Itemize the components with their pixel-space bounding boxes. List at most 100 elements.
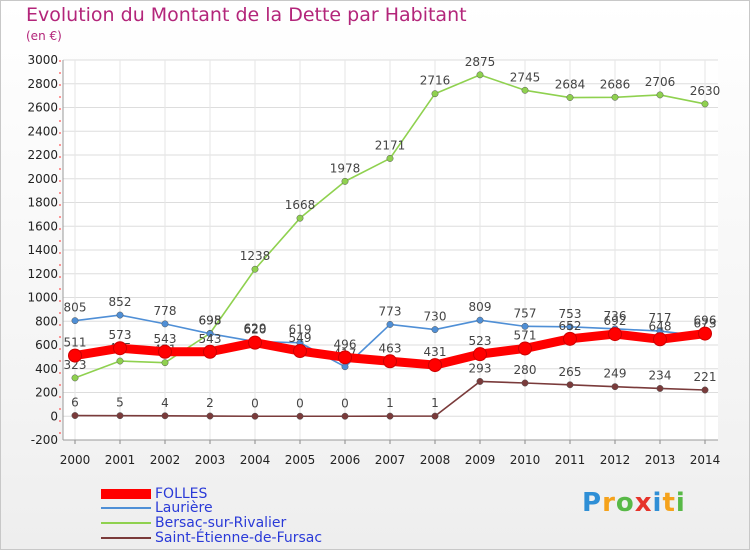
- y-tick-label: 2800: [27, 77, 58, 91]
- data-point-folles: [608, 327, 622, 342]
- data-label-folles: 511: [64, 336, 87, 350]
- chart-title: Evolution du Montant de la Dette par Hab…: [26, 4, 467, 26]
- data-label-folles: 496: [334, 337, 357, 351]
- x-tick-label: 2000: [60, 453, 91, 467]
- data-label-lauriere: 730: [424, 310, 447, 324]
- data-label-saint-etienne-de-fursac: 293: [469, 361, 492, 375]
- data-label-folles: 463: [379, 341, 402, 355]
- data-label-bersac-sur-rivalier: 2171: [375, 138, 406, 152]
- x-tick-label: 2010: [510, 453, 541, 467]
- data-label-saint-etienne-de-fursac: 234: [649, 368, 672, 382]
- logo-letter: r: [602, 488, 616, 518]
- data-point-saint-etienne-de-fursac: [701, 386, 709, 394]
- data-point-folles: [518, 341, 532, 356]
- y-tick-label: 2400: [27, 124, 58, 138]
- y-tick-label: 200: [35, 386, 58, 400]
- data-point-saint-etienne-de-fursac: [161, 412, 169, 420]
- proxiti-logo: Proxiti: [582, 488, 686, 518]
- data-label-bersac-sur-rivalier: 2684: [555, 78, 586, 92]
- data-point-lauriere: [386, 321, 394, 328]
- data-label-saint-etienne-de-fursac: 6: [71, 396, 79, 410]
- data-label-lauriere: 695: [199, 314, 222, 328]
- logo-letter: o: [615, 488, 635, 518]
- legend-swatch-bersac: [101, 522, 151, 524]
- data-label-saint-etienne-de-fursac: 0: [341, 396, 349, 410]
- data-point-folles: [158, 344, 172, 359]
- data-point-saint-etienne-de-fursac: [206, 412, 214, 420]
- x-tick-label: 2008: [420, 453, 451, 467]
- y-tick-label: 2000: [27, 172, 58, 186]
- data-label-folles: 648: [649, 319, 672, 333]
- data-label-lauriere: 778: [154, 304, 177, 318]
- data-label-folles: 652: [559, 319, 582, 333]
- data-label-lauriere: 673: [694, 316, 717, 330]
- data-label-folles: 573: [109, 328, 132, 342]
- data-point-bersac-sur-rivalier: [251, 265, 259, 273]
- x-tick-label: 2012: [600, 453, 631, 467]
- data-label-bersac-sur-rivalier: 2630: [690, 84, 721, 98]
- data-point-lauriere: [521, 322, 529, 330]
- data-label-saint-etienne-de-fursac: 249: [604, 367, 627, 381]
- data-point-saint-etienne-de-fursac: [521, 379, 529, 387]
- data-label-lauriere: 809: [469, 300, 492, 314]
- data-label-bersac-sur-rivalier: 323: [64, 358, 87, 372]
- data-point-bersac-sur-rivalier: [476, 71, 484, 79]
- data-point-folles: [293, 344, 307, 359]
- data-point-folles: [338, 350, 352, 365]
- y-tick-label: 1400: [27, 243, 58, 257]
- data-label-folles: 543: [154, 332, 177, 346]
- data-point-saint-etienne-de-fursac: [476, 378, 484, 385]
- x-tick-label: 2011: [555, 453, 586, 467]
- data-point-bersac-sur-rivalier: [161, 359, 169, 367]
- x-tick-label: 2003: [195, 453, 226, 467]
- data-label-folles: 543: [199, 332, 222, 346]
- y-tick-label: 2200: [27, 148, 58, 162]
- data-point-folles: [473, 347, 487, 362]
- data-point-bersac-sur-rivalier: [296, 214, 304, 222]
- data-label-folles: 571: [514, 328, 537, 342]
- data-label-saint-etienne-de-fursac: 0: [296, 396, 304, 410]
- logo-letter: i: [652, 488, 663, 518]
- data-point-bersac-sur-rivalier: [341, 177, 349, 185]
- y-tick-label: 2600: [27, 101, 58, 115]
- data-label-folles: 431: [424, 345, 447, 359]
- y-tick-label: 600: [35, 338, 58, 352]
- data-point-saint-etienne-de-fursac: [431, 412, 439, 420]
- data-point-lauriere: [206, 330, 214, 338]
- data-label-lauriere: 619: [289, 323, 312, 337]
- data-point-saint-etienne-de-fursac: [656, 385, 664, 392]
- data-label-saint-etienne-de-fursac: 4: [161, 396, 169, 410]
- data-point-lauriere: [476, 316, 484, 324]
- y-tick-label: 1800: [27, 196, 58, 210]
- data-label-bersac-sur-rivalier: 2745: [510, 70, 541, 84]
- data-point-folles: [428, 358, 442, 373]
- data-point-bersac-sur-rivalier: [71, 374, 79, 382]
- data-point-folles: [653, 332, 667, 347]
- data-point-bersac-sur-rivalier: [116, 357, 124, 365]
- data-label-folles: 692: [604, 314, 627, 328]
- y-tick-label: 0: [50, 409, 58, 423]
- data-label-lauriere: 805: [64, 301, 87, 315]
- data-point-folles: [698, 326, 712, 341]
- logo-letter: P: [582, 488, 603, 518]
- legend-label-saint-etienne: Saint-Étienne-de-Fursac: [155, 530, 323, 546]
- y-tick-label: -200: [31, 433, 58, 447]
- legend-label-folles: FOLLES: [155, 486, 208, 502]
- data-point-bersac-sur-rivalier: [701, 100, 709, 108]
- data-label-lauriere: 773: [379, 304, 402, 318]
- logo-letter: i: [675, 488, 686, 518]
- data-point-folles: [563, 331, 577, 346]
- x-tick-label: 2002: [150, 453, 181, 467]
- data-label-bersac-sur-rivalier: 2875: [465, 55, 496, 69]
- data-label-bersac-sur-rivalier: 2706: [645, 75, 676, 89]
- x-tick-label: 2014: [690, 453, 721, 467]
- data-label-saint-etienne-de-fursac: 1: [386, 396, 394, 410]
- data-label-folles: 549: [289, 331, 312, 345]
- data-label-saint-etienne-de-fursac: 2: [206, 396, 214, 410]
- data-point-lauriere: [71, 317, 79, 325]
- x-tick-label: 2001: [105, 453, 136, 467]
- x-tick-label: 2013: [645, 453, 676, 467]
- data-label-lauriere: 753: [559, 307, 582, 321]
- data-label-lauriere: 629: [244, 322, 267, 336]
- y-tick-label: 1200: [27, 267, 58, 281]
